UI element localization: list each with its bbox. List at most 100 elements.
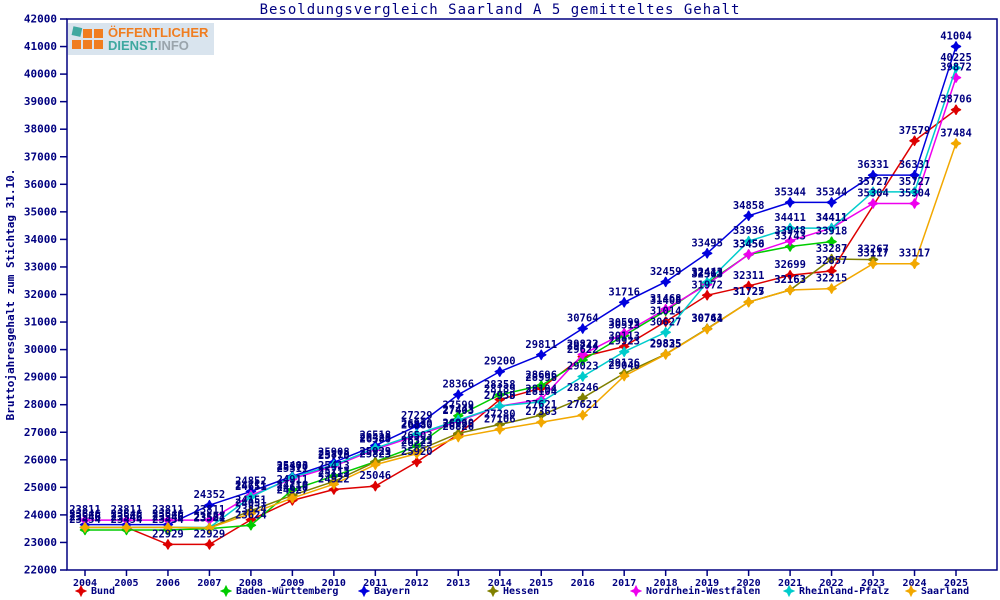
value-label: 26926 [442, 418, 474, 430]
value-label: 28696 [525, 370, 557, 382]
legend-label: Nordrhein-Westfalen [646, 585, 761, 597]
value-label: 32163 [774, 274, 806, 286]
data-point-marker [494, 424, 506, 435]
data-point-marker [245, 491, 257, 503]
legend-label: Hessen [503, 585, 540, 597]
x-tick-label: 2009 [280, 578, 304, 589]
y-tick-label: 37000 [24, 150, 57, 163]
value-label: 23646 [152, 509, 184, 521]
value-label: 28598 [525, 372, 557, 384]
value-label: 33918 [816, 226, 848, 238]
value-label: 24711 [235, 479, 267, 491]
y-tick-label: 28000 [24, 398, 57, 411]
value-label: 32215 [816, 273, 848, 285]
value-label: 23524 [194, 512, 226, 524]
value-label: 37579 [899, 125, 931, 137]
x-tick-label: 2010 [322, 578, 346, 589]
series-line-Bayern [85, 46, 957, 526]
value-label: 25311 [277, 463, 309, 475]
y-tick-label: 30000 [24, 343, 57, 356]
value-label: 30513 [608, 319, 640, 331]
x-tick-label: 2022 [820, 578, 844, 589]
x-tick-label: 2008 [239, 578, 263, 589]
x-tick-label: 2024 [902, 578, 926, 589]
value-label: 23546 [69, 511, 101, 523]
data-point-marker [826, 236, 837, 247]
data-point-marker [245, 520, 257, 531]
data-point-marker [950, 62, 962, 74]
value-label: 33948 [774, 225, 806, 237]
value-label: 28366 [442, 379, 474, 391]
data-point-marker [328, 484, 340, 495]
y-tick-label: 23000 [24, 536, 57, 549]
data-point-marker [950, 138, 962, 149]
data-point-marker [79, 522, 91, 533]
value-label: 32857 [816, 255, 848, 267]
value-label: 30761 [691, 313, 723, 325]
value-label: 23546 [111, 511, 143, 523]
data-point-marker [411, 456, 423, 468]
value-label: 35304 [899, 187, 931, 199]
x-tick-label: 2012 [405, 578, 429, 589]
series-line-Hessen [85, 258, 874, 529]
value-label: 23546 [111, 511, 143, 523]
x-tick-label: 2013 [446, 578, 470, 589]
value-label: 28246 [567, 382, 599, 394]
logo-grid-icon [71, 26, 103, 49]
value-label: 25929 [360, 446, 392, 458]
value-label: 25770 [318, 450, 350, 462]
data-point-marker [370, 442, 381, 454]
value-label: 23546 [111, 511, 143, 523]
data-point-marker [535, 380, 547, 391]
value-label: 38706 [940, 94, 972, 106]
value-label: 34411 [774, 212, 806, 224]
value-label: 25403 [277, 460, 309, 472]
value-label: 30599 [608, 317, 640, 329]
value-label: 23546 [69, 511, 101, 523]
data-point-marker [660, 316, 671, 327]
y-tick-label: 38000 [24, 123, 57, 136]
value-label: 29136 [608, 357, 640, 369]
value-label: 23537 [194, 512, 226, 524]
value-label: 22929 [194, 528, 226, 540]
x-tick-label: 2021 [778, 578, 802, 589]
value-label: 23537 [194, 512, 226, 524]
data-point-marker [370, 480, 381, 492]
value-label: 27621 [567, 399, 599, 411]
value-label: 27443 [442, 404, 474, 416]
value-label: 26880 [401, 420, 433, 432]
data-point-marker [826, 253, 837, 265]
value-label: 26503 [401, 430, 433, 442]
value-label: 33117 [857, 248, 889, 260]
y-tick-label: 31000 [24, 316, 57, 329]
data-point-marker [701, 248, 713, 259]
x-tick-label: 2011 [363, 578, 387, 589]
legend-item-Hessen: Hessen [487, 585, 539, 597]
value-label: 28194 [525, 383, 557, 395]
legend-item-Bund: Bund [75, 585, 115, 597]
y-axis-title: Bruttojahresgehalt zum Stichtag 31.10. [4, 169, 17, 421]
value-label: 36331 [857, 159, 889, 171]
y-tick-label: 32000 [24, 288, 57, 301]
value-label: 27363 [525, 406, 557, 418]
value-label: 29200 [484, 356, 516, 368]
x-tick-label: 2007 [197, 578, 221, 589]
data-point-marker [618, 370, 630, 382]
value-label: 32363 [691, 268, 723, 280]
data-point-marker [867, 258, 879, 269]
data-point-marker [453, 389, 464, 400]
oeffentlicher-dienst-logo: ÖFFENTLICHER DIENST.INFO [68, 23, 215, 55]
value-label: 25923 [360, 446, 392, 458]
value-label: 39872 [940, 62, 972, 74]
value-label: 32443 [691, 266, 723, 278]
value-label: 41004 [940, 30, 972, 42]
data-point-marker [660, 327, 671, 338]
data-point-marker [328, 478, 340, 490]
value-label: 30764 [567, 313, 599, 325]
x-tick-label: 2004 [73, 578, 97, 589]
value-label: 34411 [816, 212, 848, 224]
value-label: 31972 [691, 279, 723, 291]
y-tick-label: 26000 [24, 453, 57, 466]
value-label: 32459 [650, 266, 682, 278]
